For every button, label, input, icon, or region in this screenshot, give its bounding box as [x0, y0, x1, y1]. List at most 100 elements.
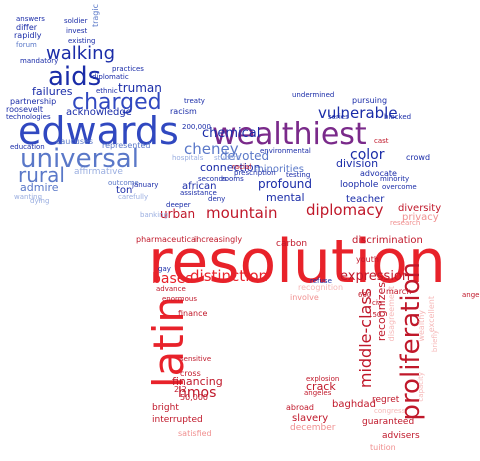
word: universal [20, 144, 139, 174]
word: undermined [292, 91, 335, 99]
word: truman [118, 81, 162, 95]
word: involve [290, 293, 319, 302]
word: chemical [202, 126, 261, 141]
word: practices [112, 65, 144, 73]
word: cheney [184, 140, 239, 158]
word: rooms [222, 175, 244, 183]
word: angeles [462, 291, 480, 299]
word: diversity [398, 203, 442, 214]
word: increasingly [194, 235, 243, 244]
word: 150 [368, 311, 382, 319]
word: education [10, 143, 45, 151]
word: slavery [292, 413, 329, 424]
word: excellent [427, 296, 436, 333]
word: december [290, 423, 336, 433]
word: rural [18, 163, 65, 187]
word: hospitals [172, 154, 204, 162]
word: represented [102, 141, 151, 150]
word: youth [356, 255, 379, 264]
word: march [386, 287, 412, 296]
word: partnership [10, 97, 57, 106]
word: guaranteed [362, 417, 415, 427]
word: finance [178, 309, 208, 318]
word: banking [140, 211, 169, 219]
word: tragic [91, 4, 100, 28]
word: existing [68, 37, 96, 45]
word: mountain [206, 204, 278, 222]
word: 600 [358, 291, 372, 299]
word: wealthy [417, 310, 426, 342]
word: privacy [402, 212, 439, 223]
word: connection [200, 161, 261, 174]
word: minorities [254, 164, 304, 175]
word: capacity [417, 372, 425, 402]
word: advisers [382, 431, 420, 441]
word: carbon [276, 239, 308, 249]
word: african [182, 181, 217, 192]
word: wealthiest [212, 117, 367, 152]
word: enormous [162, 295, 197, 303]
word: cross [180, 369, 201, 378]
word: student [214, 154, 241, 162]
word: regret [372, 395, 400, 405]
word: ethnic [96, 87, 118, 95]
word: roosevelt [6, 105, 44, 114]
word: cast [374, 137, 389, 145]
word: acknowledge [66, 107, 132, 118]
word: satisfied [178, 429, 212, 438]
word: deny [208, 195, 226, 203]
word: treaty [184, 97, 205, 105]
word: affirmative [74, 167, 123, 177]
word: cia [372, 299, 383, 307]
word: diplomacy [306, 201, 384, 219]
word: color [350, 147, 385, 163]
word: mandatory [20, 57, 59, 65]
word: diplomatic [92, 73, 129, 81]
word: caucuses [56, 137, 94, 146]
word: resolution [148, 227, 446, 297]
word: prescription [234, 169, 276, 177]
word: seconds [198, 175, 227, 183]
word: distinction [190, 267, 269, 285]
word: gay [158, 265, 171, 273]
word: pursuing [352, 96, 388, 105]
word: expression [340, 269, 411, 284]
word: crack [306, 380, 336, 393]
word: angeles [304, 389, 332, 397]
word: series [328, 113, 349, 121]
word: baghdad [332, 399, 376, 410]
word: outcome [108, 179, 139, 187]
word: explosion [306, 375, 340, 383]
word: january [132, 181, 159, 189]
word: hmos [178, 385, 217, 401]
word: aids [48, 62, 102, 92]
word: vulnerable [318, 104, 398, 122]
word: assistance [180, 189, 217, 197]
word: racism [170, 107, 197, 116]
word: rapidly [14, 31, 42, 40]
word: soldier [64, 17, 88, 25]
word: recognition [298, 283, 344, 292]
word: answers [16, 15, 45, 23]
word: congress [374, 407, 406, 415]
word: teacher [346, 194, 385, 205]
word: forum [16, 41, 37, 49]
word: bright [152, 403, 179, 413]
word: advance [156, 285, 186, 293]
word: loophole [340, 180, 379, 190]
word: abroad [286, 403, 314, 412]
word: crowd [406, 153, 431, 162]
word: tuition [370, 443, 396, 452]
word: research [390, 219, 421, 227]
word: profound [258, 177, 313, 191]
word: technologies [6, 113, 51, 121]
word: walking [46, 43, 116, 64]
word: mental [266, 191, 305, 204]
word: 200,000 [182, 123, 211, 131]
word: bases [152, 271, 193, 287]
word: failures [32, 85, 73, 98]
word: interrupted [152, 415, 203, 425]
word: dying [30, 197, 50, 205]
word: testing [286, 171, 311, 179]
